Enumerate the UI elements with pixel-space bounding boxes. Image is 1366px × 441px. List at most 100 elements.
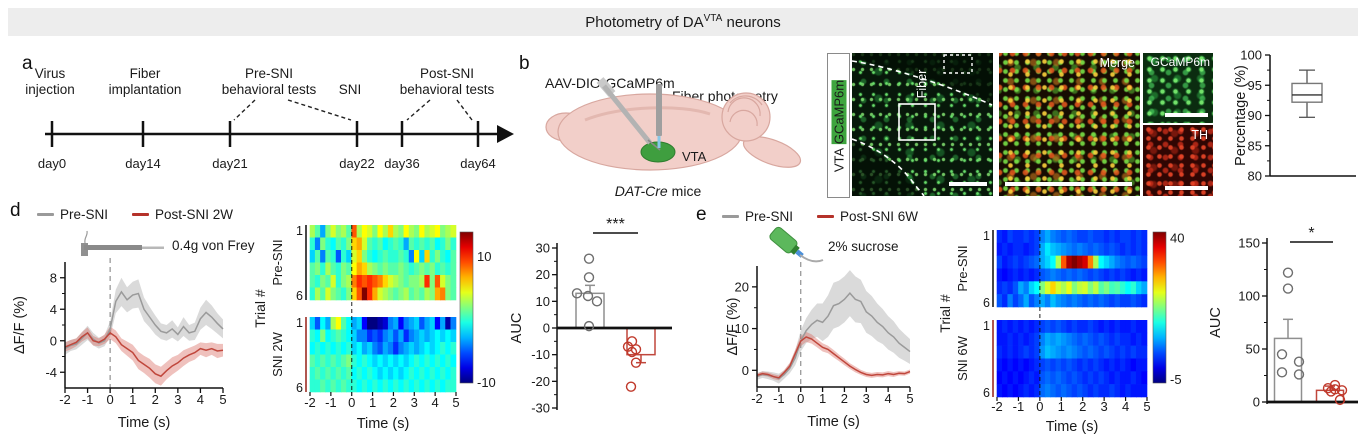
panel-letter-e: e	[696, 204, 707, 225]
svg-text:5: 5	[906, 391, 913, 406]
panel-letter-b: b	[519, 53, 530, 74]
svg-text:-10: -10	[531, 347, 550, 362]
svg-text:Time (s): Time (s)	[807, 414, 860, 430]
colorbar	[459, 231, 474, 384]
event-label: behavioral tests	[222, 82, 317, 97]
vta-label: VTA	[682, 149, 707, 164]
svg-text:20: 20	[536, 267, 550, 282]
c_box: 80 85 90 95 100 Percentage (%)	[1233, 48, 1356, 184]
svg-text:90: 90	[1248, 108, 1262, 123]
svg-text:6: 6	[983, 296, 990, 310]
timeline-connectors	[233, 99, 473, 121]
svg-text:1: 1	[1058, 399, 1065, 414]
svg-text:-1: -1	[82, 392, 94, 407]
svg-text:3: 3	[863, 391, 870, 406]
svg-text:AUC: AUC	[509, 313, 525, 344]
svg-text:10: 10	[735, 321, 749, 336]
svg-text:SNI 6W: SNI 6W	[955, 335, 970, 381]
scale-bar	[1005, 182, 1132, 186]
svg-text:AUC: AUC	[1208, 307, 1224, 338]
legend-swatch-red	[817, 215, 835, 218]
micrograph-vta-gcamp: Fiber	[852, 53, 993, 196]
event-label: behavioral tests	[400, 82, 495, 97]
svg-text:3: 3	[1101, 399, 1108, 414]
event-label: SNI	[339, 82, 362, 97]
dashed-inset-box	[943, 54, 973, 74]
svg-text:-1: -1	[773, 391, 785, 406]
legend-item: Pre-SNI	[37, 207, 108, 222]
svg-text:150: 150	[1238, 236, 1260, 251]
svg-text:Time (s): Time (s)	[1046, 419, 1099, 435]
svg-text:-20: -20	[531, 374, 550, 389]
svg-text:0: 0	[1253, 395, 1260, 410]
svg-text:-2: -2	[304, 395, 316, 410]
virus-label: AAV-DIO-GCaMP6m	[545, 75, 675, 91]
svg-text:Time (s): Time (s)	[357, 416, 410, 432]
panel-e-stimulus-label: 2% sucrose	[828, 239, 899, 254]
svg-text:6: 6	[296, 289, 303, 303]
svg-text:10: 10	[536, 294, 550, 309]
svg-text:4: 4	[432, 395, 439, 410]
heatmap-cells-SNI 2W	[309, 317, 457, 393]
svg-text:85: 85	[1248, 138, 1262, 153]
svg-text:Trial #: Trial #	[252, 289, 268, 328]
svg-text:Pre-SNI: Pre-SNI	[270, 239, 285, 285]
svg-text:Time (s): Time (s)	[118, 415, 171, 431]
day-label: day14	[125, 156, 160, 171]
legend-swatch-gray	[37, 213, 54, 216]
merge-label: Merge	[1099, 56, 1135, 70]
svg-text:1: 1	[819, 391, 826, 406]
vta-boundary-dashed-line	[852, 138, 925, 196]
svg-text:-1: -1	[1013, 399, 1025, 414]
micrograph-th-inset: TH	[1143, 125, 1213, 196]
svg-text:-2: -2	[991, 399, 1003, 414]
figure-title: Photometry of DAVTA neurons	[585, 12, 781, 31]
brain-schematic: AAV-DIO-GCaMP6m Fiber photometry VTA DAT…	[545, 75, 802, 199]
svg-text:20: 20	[735, 279, 749, 294]
svg-text:95: 95	[1248, 78, 1262, 93]
svg-text:4: 4	[1122, 399, 1129, 414]
event-label: injection	[25, 82, 75, 97]
day-label: day22	[339, 156, 374, 171]
svg-text:80: 80	[1248, 169, 1262, 184]
svg-text:1: 1	[369, 395, 376, 410]
svg-text:4: 4	[197, 392, 204, 407]
gcamp-label: GCaMP6m	[1150, 55, 1210, 69]
svg-text:-30: -30	[531, 401, 550, 416]
svg-text:5: 5	[219, 392, 226, 407]
day-label: day36	[384, 156, 419, 171]
legend-item: Post-SNI 2W	[132, 207, 233, 222]
svg-text:2: 2	[1079, 399, 1086, 414]
scale-bar	[1165, 186, 1208, 190]
svg-text:-1: -1	[325, 395, 337, 410]
scale-bar	[1165, 113, 1208, 117]
th-label: TH	[1191, 128, 1208, 142]
svg-text:5: 5	[1143, 399, 1150, 414]
figure-title-bar: Photometry of DAVTA neurons	[8, 8, 1358, 36]
significance-stars: ***	[606, 216, 625, 233]
svg-text:-10: -10	[477, 375, 496, 390]
svg-text:ΔF/F (%): ΔF/F (%)	[12, 296, 28, 354]
svg-text:40: 40	[1170, 230, 1184, 245]
svg-text:-2: -2	[751, 391, 763, 406]
svg-text:2: 2	[152, 392, 159, 407]
sem-band	[757, 331, 910, 381]
svg-text:Percentage (%): Percentage (%)	[1233, 65, 1249, 166]
inset-box	[898, 103, 936, 141]
svg-text:4: 4	[50, 302, 57, 317]
svg-text:0: 0	[50, 333, 57, 348]
cerebellum-folds	[727, 95, 763, 127]
timeline-arrow	[497, 125, 514, 143]
svg-text:100: 100	[1238, 289, 1260, 304]
svg-text:50: 50	[1246, 342, 1260, 357]
svg-text:Pre-SNI: Pre-SNI	[955, 245, 970, 291]
cerebellum	[721, 92, 771, 142]
box	[1291, 82, 1323, 103]
event-label: Post-SNI	[420, 66, 474, 81]
svg-text:2: 2	[390, 395, 397, 410]
